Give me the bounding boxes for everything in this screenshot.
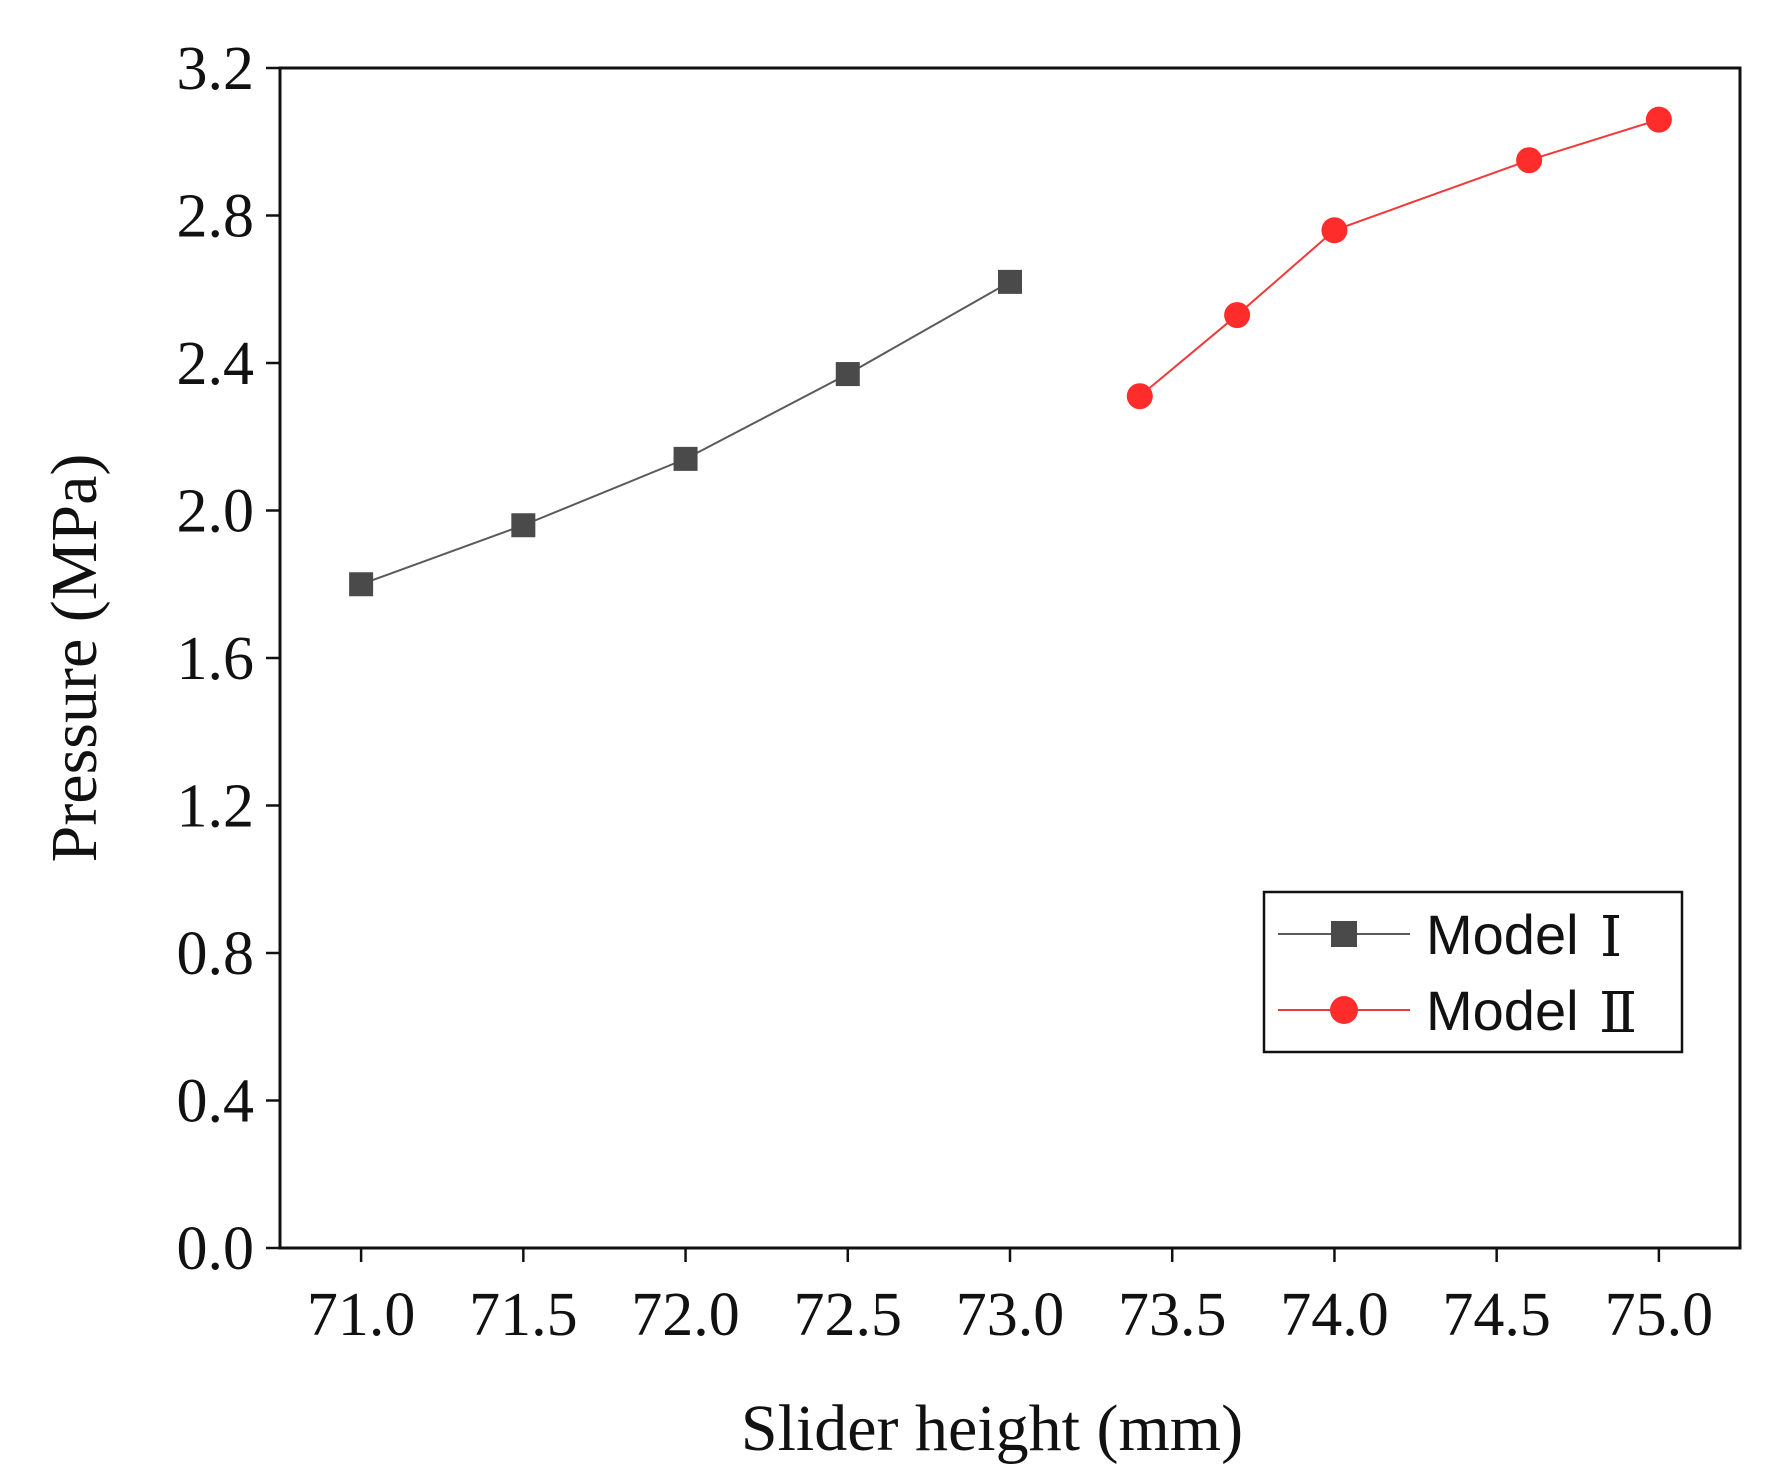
data-point-model-1-0 <box>349 572 374 597</box>
y-tick-label-0: 0.0 <box>177 1215 255 1283</box>
x-axis: 71.0 71.5 72.0 72.5 73.0 73.5 74.0 74.5 75.0 <box>307 1248 1713 1349</box>
legend-numeral-model-1: Ⅰ <box>1600 907 1622 969</box>
y-tick-label-1: 0.4 <box>177 1068 255 1136</box>
data-point-model-1-2 <box>673 446 698 471</box>
y-tick-label-7: 2.8 <box>177 183 255 251</box>
data-point-model-1-1 <box>511 513 536 538</box>
x-tick-label-8: 75.0 <box>1605 1281 1714 1349</box>
y-axis: 0.0 0.4 0.8 1.2 1.6 2.0 2.4 2.8 3.2 <box>177 35 280 1283</box>
data-point-model-2-4 <box>1645 106 1672 133</box>
legend-marker-model-1 <box>1331 921 1357 947</box>
y-tick-label-3: 1.2 <box>177 773 255 841</box>
y-axis-title: Pressure (MPa) <box>38 454 111 863</box>
data-point-model-1-3 <box>835 362 860 387</box>
legend-marker-model-2 <box>1330 996 1358 1024</box>
plot-content <box>349 106 1672 597</box>
x-tick-label-4: 73.0 <box>956 1281 1065 1349</box>
x-tick-label-2: 72.0 <box>631 1281 740 1349</box>
y-tick-label-4: 1.6 <box>177 625 255 693</box>
y-tick-label-5: 2.0 <box>177 478 255 546</box>
x-tick-label-7: 74.5 <box>1442 1281 1551 1349</box>
y-tick-label-8: 3.2 <box>177 35 255 103</box>
y-tick-label-2: 0.8 <box>177 920 255 988</box>
legend-box <box>1262 890 1684 1054</box>
x-tick-label-1: 71.5 <box>469 1281 578 1349</box>
x-tick-label-5: 73.5 <box>1118 1281 1227 1349</box>
data-point-model-1-4 <box>998 269 1022 294</box>
data-point-model-2-2 <box>1321 217 1348 244</box>
legend: Model Ⅰ Model Ⅱ <box>1262 890 1684 1054</box>
data-point-model-2-3 <box>1516 147 1543 174</box>
x-tick-label-6: 74.0 <box>1280 1281 1389 1349</box>
legend-label-model-1: Model <box>1426 903 1579 966</box>
x-axis-title: Slider height (mm) <box>741 1392 1243 1465</box>
data-point-model-2-1 <box>1224 302 1251 329</box>
y-tick-label-6: 2.4 <box>177 330 255 398</box>
data-point-model-2-0 <box>1126 383 1153 410</box>
x-tick-label-0: 71.0 <box>307 1281 416 1349</box>
legend-numeral-model-2: Ⅱ <box>1599 983 1637 1045</box>
x-tick-label-3: 72.5 <box>794 1281 903 1349</box>
legend-label-model-2: Model <box>1426 979 1579 1042</box>
